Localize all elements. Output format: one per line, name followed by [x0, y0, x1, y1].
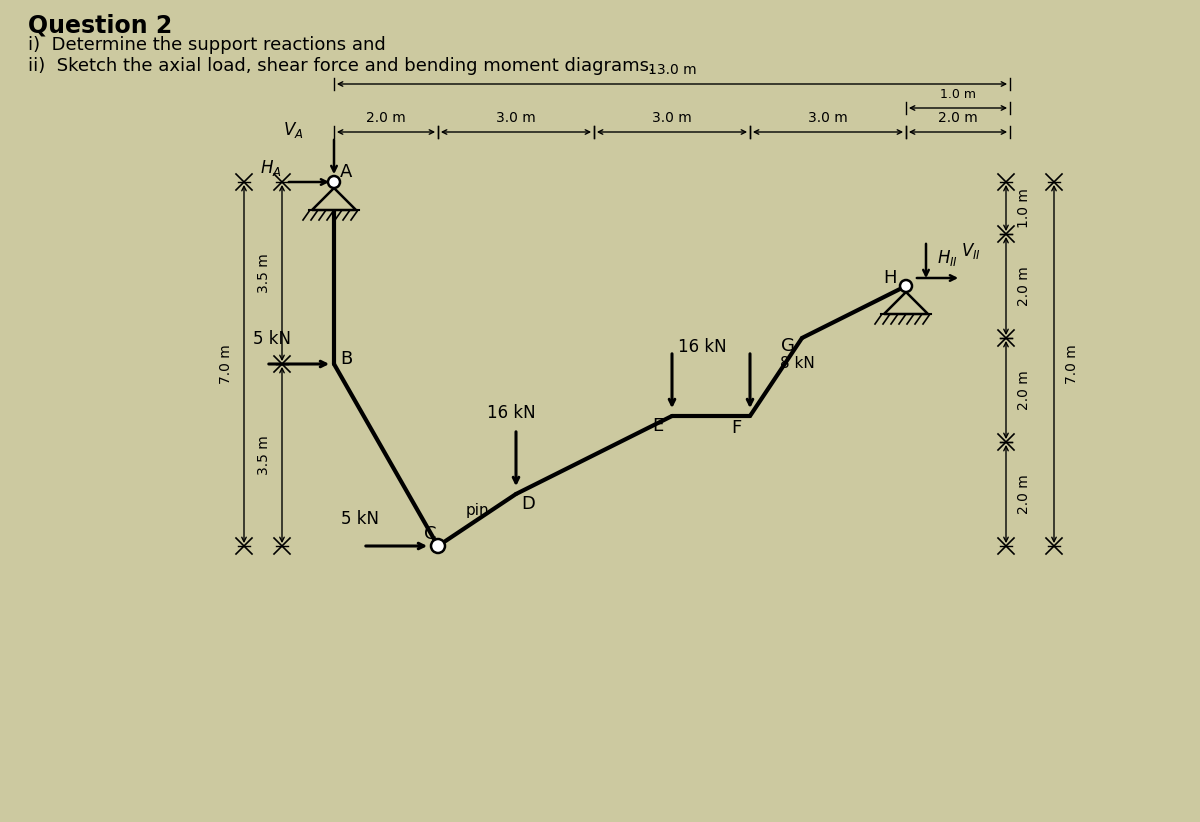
Text: 7.0 m: 7.0 m [1066, 344, 1079, 384]
Text: 5 kN: 5 kN [253, 330, 292, 348]
Text: $V_{II}$: $V_{II}$ [961, 241, 980, 261]
Circle shape [431, 539, 445, 553]
Text: 3.0 m: 3.0 m [652, 111, 692, 125]
Text: Question 2: Question 2 [28, 14, 173, 38]
Text: i)  Determine the support reactions and: i) Determine the support reactions and [28, 36, 385, 54]
Text: C: C [424, 525, 437, 543]
Text: 3.5 m: 3.5 m [257, 435, 271, 475]
Text: 1.0 m: 1.0 m [1018, 188, 1031, 228]
Text: H: H [883, 269, 896, 287]
Text: 3.5 m: 3.5 m [257, 253, 271, 293]
Circle shape [900, 280, 912, 292]
Text: G: G [781, 337, 794, 355]
Text: F: F [731, 419, 742, 437]
Text: 2.0 m: 2.0 m [366, 111, 406, 125]
Text: $H_A$: $H_A$ [260, 158, 282, 178]
Text: 16 kN: 16 kN [487, 404, 535, 422]
Text: 16 kN: 16 kN [678, 338, 726, 356]
Text: 2.0 m: 2.0 m [938, 111, 978, 125]
Text: 3.0 m: 3.0 m [808, 111, 848, 125]
Polygon shape [884, 292, 928, 314]
Text: 8 kN: 8 kN [780, 357, 815, 372]
Text: 2.0 m: 2.0 m [1018, 370, 1031, 410]
Text: E: E [653, 417, 664, 435]
Text: 2.0 m: 2.0 m [1018, 474, 1031, 514]
Text: $H_{II}$: $H_{II}$ [937, 248, 959, 268]
Text: 3.0 m: 3.0 m [496, 111, 536, 125]
Text: 13.0 m: 13.0 m [648, 63, 696, 77]
Text: A: A [340, 163, 352, 181]
Text: ii)  Sketch the axial load, shear force and bending moment diagrams.: ii) Sketch the axial load, shear force a… [28, 57, 655, 75]
Text: 7.0 m: 7.0 m [220, 344, 233, 384]
Text: 2.0 m: 2.0 m [1018, 266, 1031, 306]
Text: 5 kN: 5 kN [341, 510, 379, 528]
Text: 1.0 m: 1.0 m [940, 87, 976, 100]
Circle shape [328, 176, 340, 188]
Text: D: D [521, 495, 535, 513]
Text: B: B [340, 350, 352, 368]
Polygon shape [312, 188, 356, 210]
Text: pin: pin [466, 503, 490, 518]
Text: $V_A$: $V_A$ [283, 120, 304, 140]
